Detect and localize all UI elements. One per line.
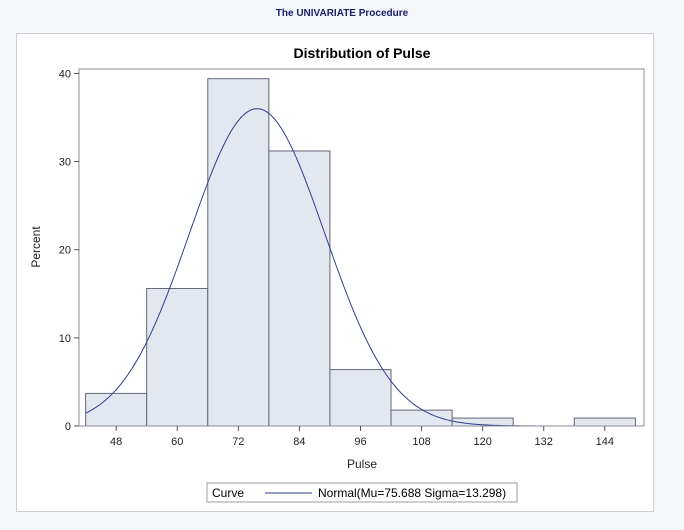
histogram-bars: [85, 78, 636, 427]
x-tick-label: 108: [412, 436, 430, 448]
histogram-bar-0: [85, 392, 148, 427]
legend: Curve Normal(Mu=75.688 Sigma=13.298): [206, 482, 518, 503]
x-tick-label: 72: [232, 436, 244, 448]
plot-area-frame: [78, 68, 645, 427]
x-axis-label: Pulse: [347, 457, 377, 471]
y-tick-label: 30: [59, 157, 71, 169]
x-tick-label: 84: [293, 436, 305, 448]
y-axis-ticks: 0 10 20 30 40: [59, 68, 79, 433]
x-tick-label: 48: [110, 436, 122, 448]
graph-frame: [16, 33, 654, 512]
chart-title: Distribution of Pulse: [294, 45, 431, 61]
histogram-bar-1: [146, 287, 209, 427]
histogram-bar-3: [268, 150, 331, 427]
y-tick-label: 20: [59, 245, 71, 257]
y-tick-label: 40: [59, 68, 71, 80]
y-axis-label: Percent: [29, 226, 43, 268]
normal-curve-layer: [85, 108, 575, 427]
procedure-title: The UNIVARIATE Procedure: [275, 8, 409, 19]
legend-heading: Curve: [212, 486, 244, 500]
histogram-bar-5: [390, 409, 453, 427]
y-tick-label: 10: [59, 333, 71, 345]
x-tick-label: 60: [171, 436, 183, 448]
legend-curve-label: Normal(Mu=75.688 Sigma=13.298): [318, 486, 506, 500]
x-tick-label: 120: [473, 436, 491, 448]
normal-curve: [85, 108, 575, 427]
x-tick-label: 96: [354, 436, 366, 448]
y-tick-label: 0: [65, 421, 71, 433]
x-tick-label: 144: [596, 436, 614, 448]
histogram-bar-8: [573, 417, 636, 427]
x-axis-ticks: 48 60 72 84 96 108 120 132 144: [110, 426, 614, 448]
x-tick-label: 132: [535, 436, 553, 448]
legend-box: [206, 482, 518, 503]
histogram-bar-2: [207, 78, 270, 427]
histogram-bar-4: [329, 369, 392, 427]
